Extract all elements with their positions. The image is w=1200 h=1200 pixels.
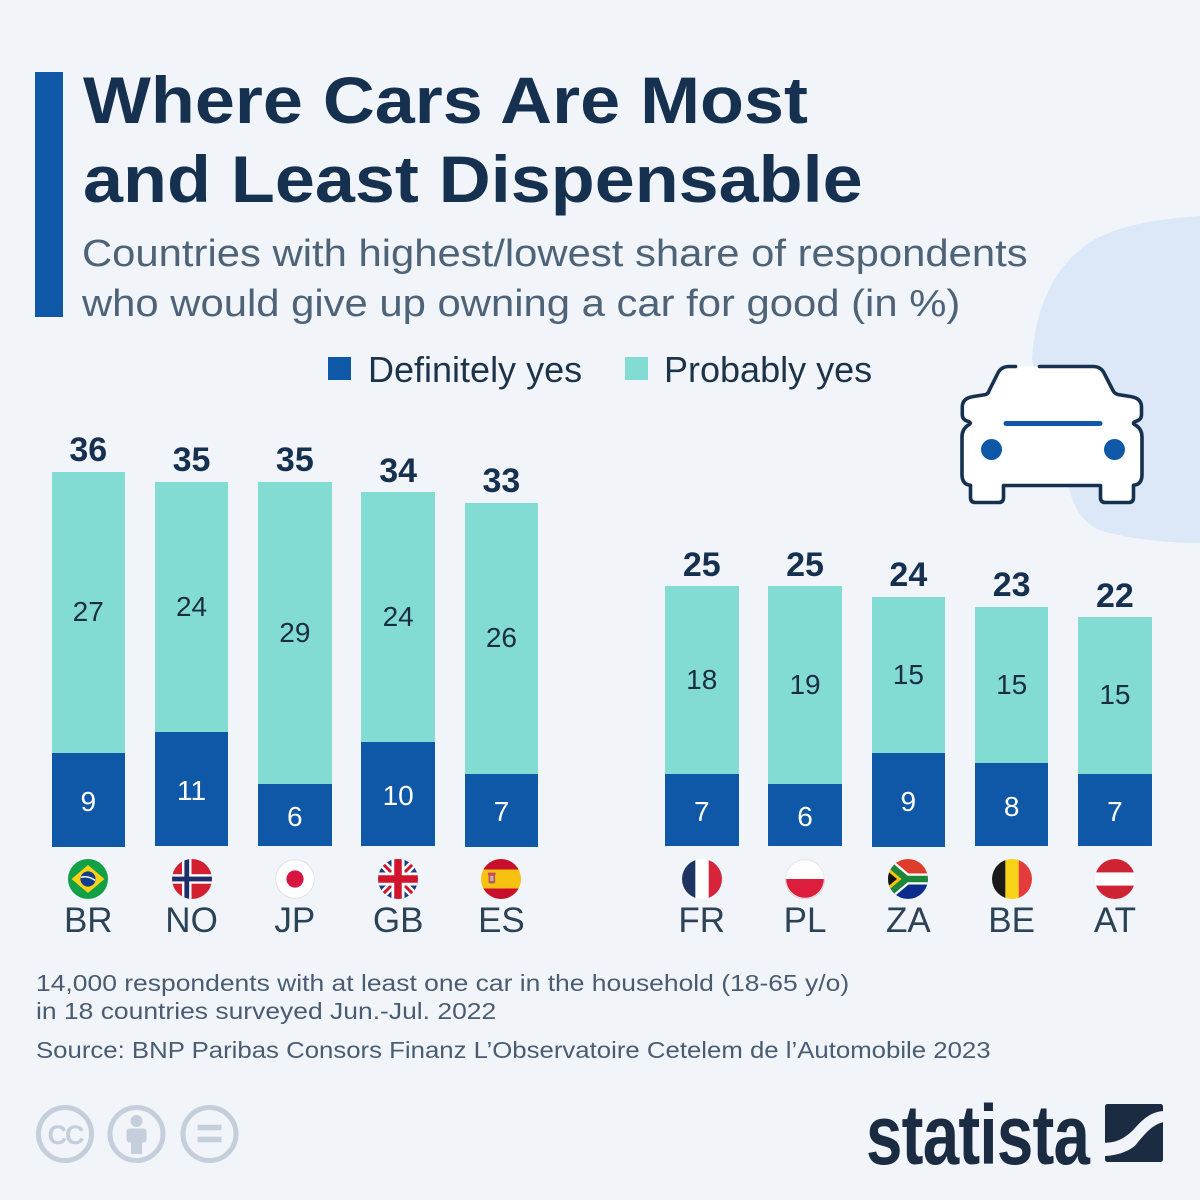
svg-text:CC: CC xyxy=(48,1120,84,1150)
